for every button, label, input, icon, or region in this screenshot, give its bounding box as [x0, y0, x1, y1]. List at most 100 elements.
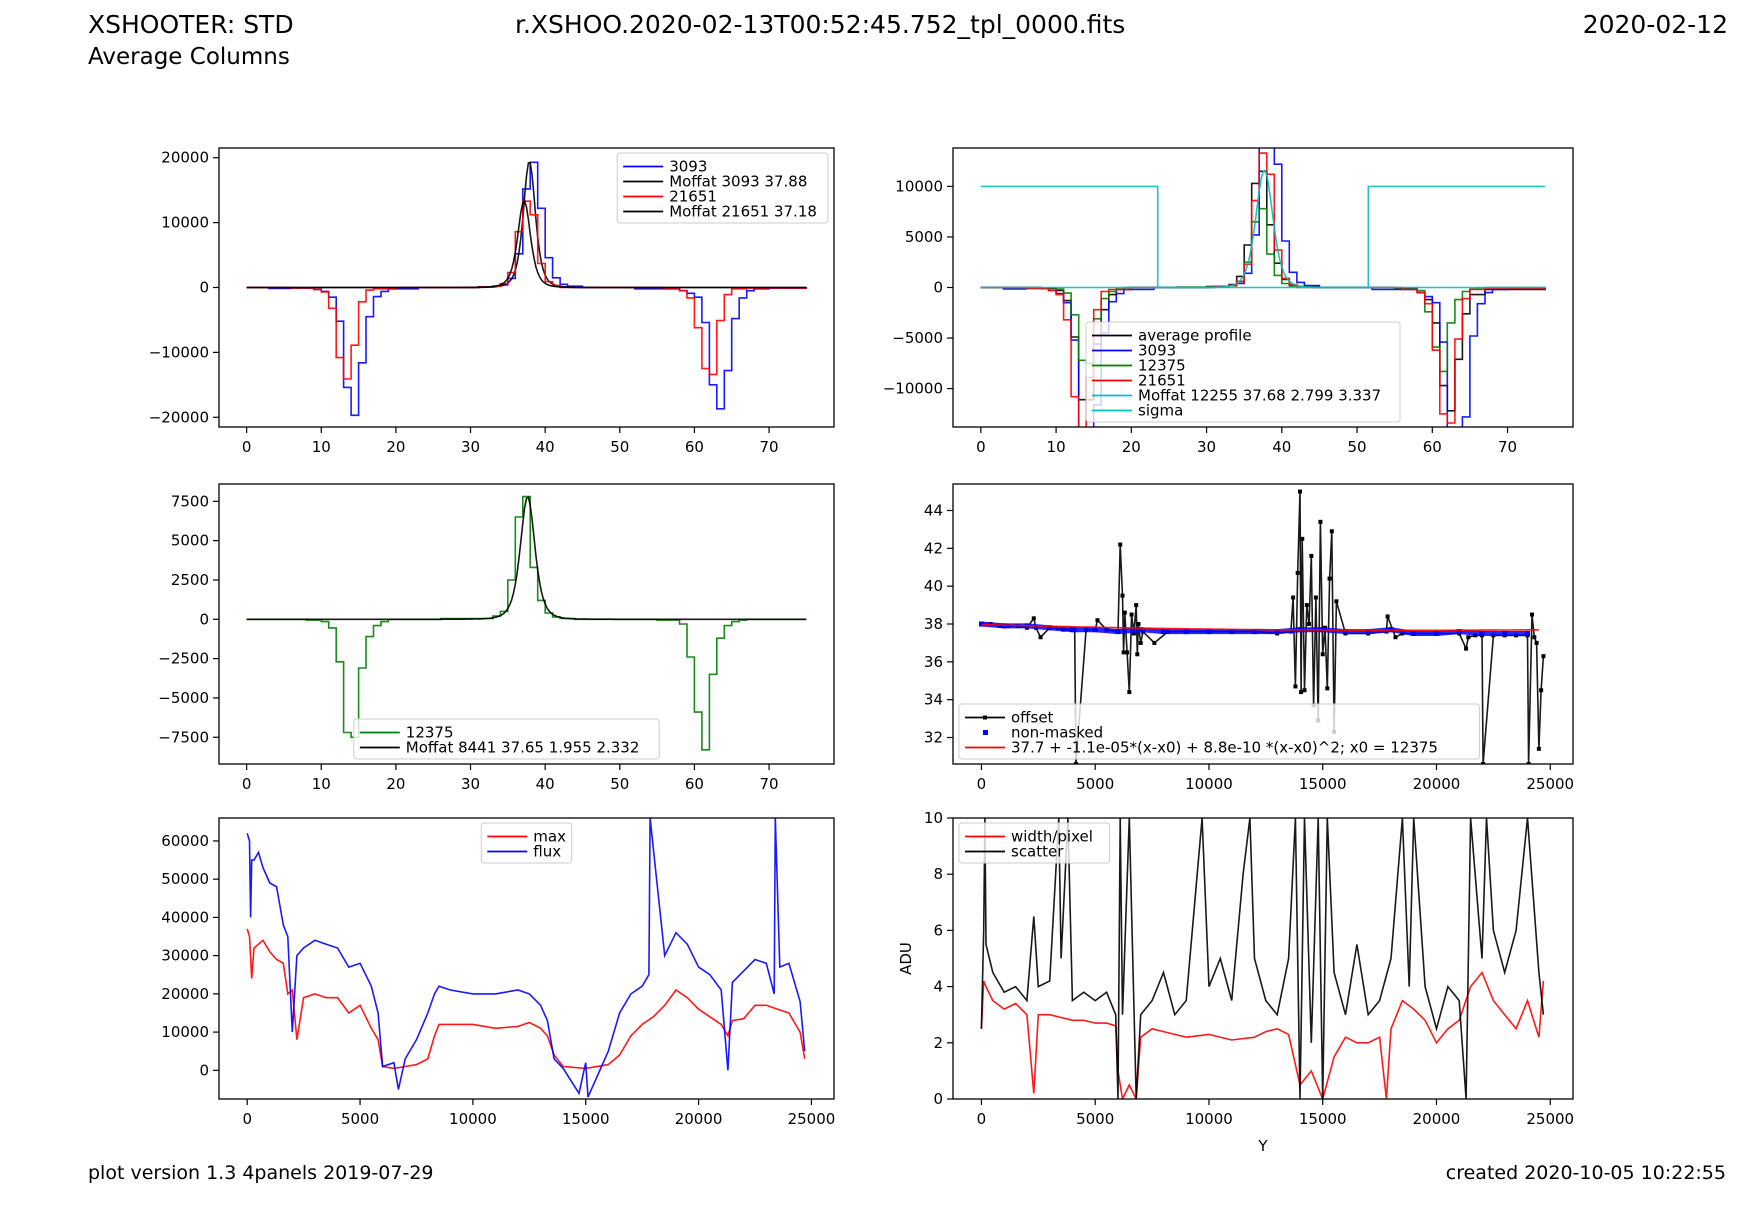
legend-label: non-masked: [1011, 724, 1103, 742]
x-tick-label: 15000: [562, 1110, 610, 1128]
series-37-7-1-1e-05-x-x0-8-8e-10-x-x0-2-x0-12375: [981, 623, 1539, 632]
x-tick-label: 5000: [1076, 775, 1114, 793]
y-tick-label: 5000: [171, 532, 209, 550]
data-marker: [1539, 688, 1544, 693]
created-timestamp: created 2020-10-05 10:22:55: [1445, 1162, 1726, 1184]
data-marker: [1122, 610, 1127, 615]
series-moffat-12255-37-68-2-799-3-337: [980, 169, 1546, 289]
x-tick-label: 10000: [449, 1110, 497, 1128]
panel-profiles-overlay: 0 10 20 30 40 50 60 70 −10000 −5000 0 5000 10000 aver…: [883, 147, 1574, 456]
legend-item: 21651: [623, 188, 717, 206]
series-max: [246, 928, 806, 1070]
x-axis-label: Y: [1257, 1137, 1268, 1155]
legend-marker: [983, 715, 987, 720]
data-marker: [1131, 631, 1136, 636]
y-tick-label: 7500: [171, 492, 209, 510]
y-tick-label: −2500: [158, 650, 209, 668]
data-marker: [1121, 650, 1126, 655]
data-marker: [1297, 489, 1302, 494]
data-marker: [1320, 652, 1325, 657]
x-tick-label: 50: [1348, 438, 1367, 456]
x-tick-label: 70: [1498, 438, 1517, 456]
data-marker: [1327, 576, 1332, 581]
plot-area: [980, 818, 1545, 1099]
y-tick-label: 2500: [171, 571, 209, 589]
data-marker: [1135, 652, 1140, 657]
series-12375: [246, 495, 807, 751]
x-tick-label: 40: [536, 438, 555, 456]
data-marker: [1304, 603, 1309, 608]
series-sigma: [980, 185, 1546, 289]
data-marker: [1129, 612, 1134, 617]
data-marker: [1073, 762, 1078, 764]
data-marker: [1526, 762, 1531, 764]
legend-item: sigma: [1092, 402, 1183, 420]
data-marker: [1300, 536, 1305, 541]
x-tick-label: 20: [386, 775, 405, 793]
series-width-pixel: [980, 970, 1545, 1099]
data-marker: [1325, 686, 1330, 691]
y-tick-label: 44: [924, 501, 943, 519]
fits-filename: r.XSHOO.2020-02-13T00:52:45.752_tpl_0000…: [515, 10, 1126, 39]
y-tick-label: 32: [924, 729, 943, 747]
legend-item: scatter: [965, 843, 1064, 861]
x-tick-label: 10: [1047, 438, 1066, 456]
data-marker: [1125, 650, 1130, 655]
data-marker: [1302, 688, 1307, 693]
observation-date: 2020-02-12: [1582, 10, 1728, 39]
data-marker: [1118, 542, 1123, 547]
data-marker: [1536, 746, 1541, 751]
axes-frame: [218, 483, 835, 765]
y-tick-label: 20000: [161, 985, 209, 1003]
legend-item: width/pixel: [965, 828, 1093, 846]
y-tick-label: −10000: [149, 343, 209, 361]
legend-box: [353, 718, 660, 760]
x-tick-label: 50: [610, 775, 629, 793]
y-tick-label: 36: [924, 653, 943, 671]
x-tick-label: 25000: [1526, 775, 1574, 793]
panel-profiles-top: 0 10 20 30 40 50 60 70 −20000 −10000 0 10000 20000 30…: [149, 147, 835, 456]
data-marker: [1134, 603, 1139, 608]
legend-item: offset: [965, 709, 1054, 727]
panel-profile-12375: 0 10 20 30 40 50 60 70 −7500 −5000 −2500 0 2500 5000 7…: [158, 483, 835, 793]
series-moffat-8441-37-65-1-955-2-332: [246, 496, 807, 621]
x-tick-label: 5000: [341, 1110, 379, 1128]
y-tick-label: −10000: [883, 380, 943, 398]
legend-label: max: [533, 828, 566, 846]
x-tick-label: 15000: [1299, 1110, 1347, 1128]
legend-label: 21651: [1138, 372, 1186, 390]
plot-area: [246, 495, 807, 751]
data-marker: [1393, 635, 1398, 640]
data-marker: [1031, 616, 1036, 621]
data-marker: [1127, 690, 1132, 695]
legend-label: 3093: [1138, 342, 1176, 360]
y-tick-label: 10: [924, 809, 943, 827]
x-tick-label: 0: [977, 775, 987, 793]
legend-label: Moffat 12255 37.68 2.799 3.337: [1138, 387, 1381, 405]
x-tick-label: 0: [976, 438, 986, 456]
plot-area: [978, 489, 1546, 764]
instrument-title: XSHOOTER: STD: [88, 10, 294, 39]
series-21651: [980, 152, 1546, 427]
series-moffat-21651-37-18: [246, 199, 807, 289]
x-tick-label: 0: [242, 775, 252, 793]
legend-item: 3093: [623, 158, 707, 176]
x-tick-label: 20: [386, 438, 405, 456]
x-tick-label: 25000: [788, 1110, 836, 1128]
y-tick-label: 10000: [161, 214, 209, 232]
y-tick-label: 10000: [161, 1023, 209, 1041]
y-tick-label: 40: [924, 577, 943, 595]
y-tick-label: 5000: [905, 228, 943, 246]
axes-frame: [952, 817, 1574, 1100]
legend-item: 12375: [1092, 357, 1186, 375]
x-tick-label: 60: [685, 438, 704, 456]
legend-item: Moffat 12255 37.68 2.799 3.337: [1092, 387, 1381, 405]
legend-label: average profile: [1138, 327, 1252, 345]
legend-label: offset: [1011, 709, 1054, 727]
y-axis-label: ADU: [897, 942, 915, 975]
